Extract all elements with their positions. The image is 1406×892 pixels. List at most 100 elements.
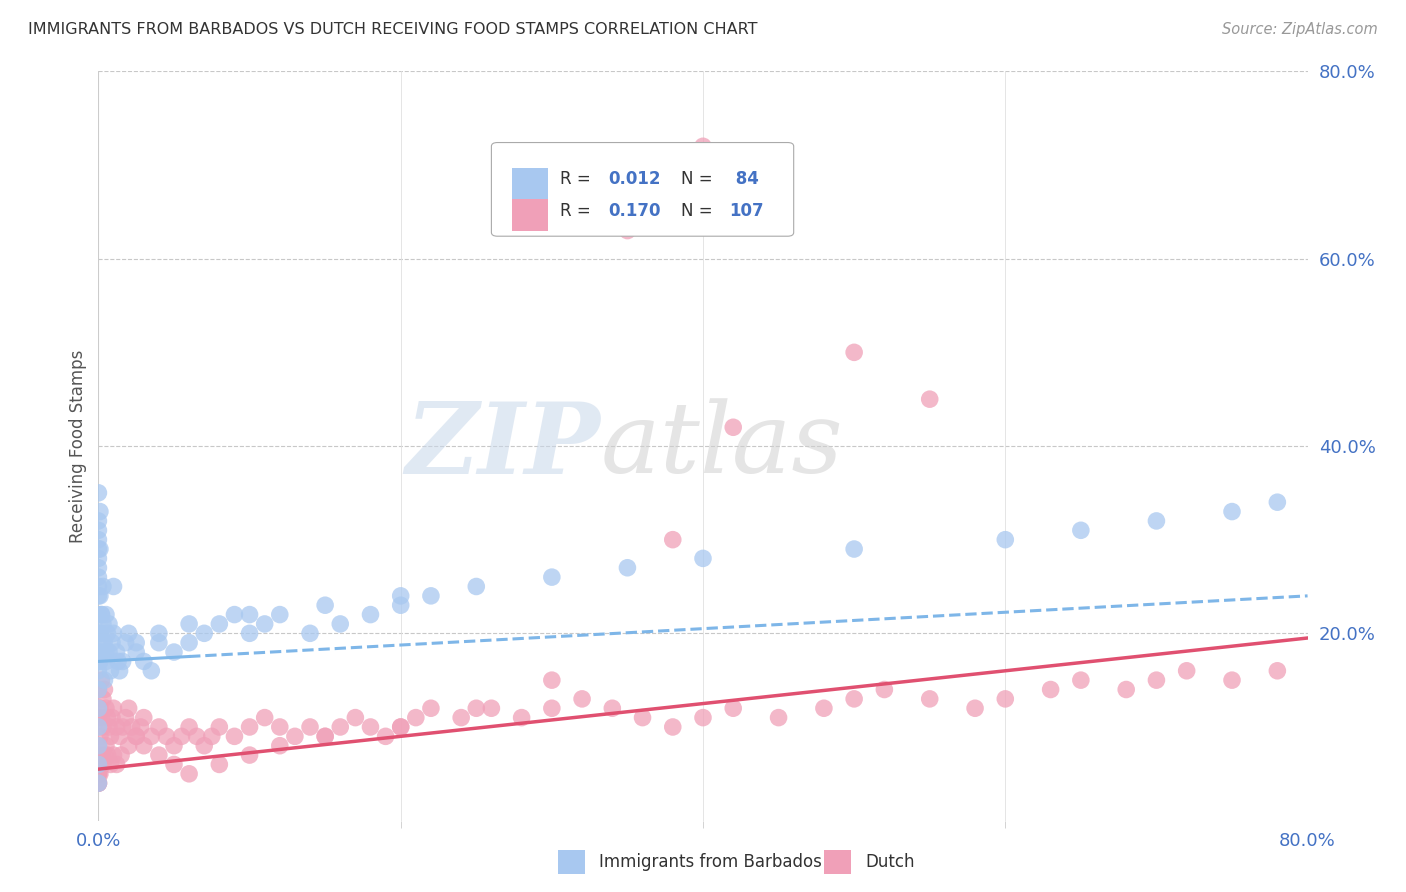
Point bbox=[1115, 682, 1137, 697]
Point bbox=[1070, 524, 1092, 538]
Point bbox=[179, 617, 201, 632]
Point bbox=[918, 392, 941, 407]
Point bbox=[87, 720, 110, 734]
Point bbox=[163, 645, 186, 659]
Point bbox=[631, 710, 654, 724]
Point bbox=[90, 645, 112, 659]
Point bbox=[208, 617, 231, 632]
Point bbox=[405, 710, 427, 724]
Point bbox=[768, 710, 790, 724]
Point bbox=[87, 607, 110, 622]
Text: 0.012: 0.012 bbox=[609, 170, 661, 188]
Point bbox=[360, 607, 382, 622]
Point bbox=[89, 589, 111, 603]
Point bbox=[1144, 514, 1167, 528]
Point bbox=[420, 701, 443, 715]
Point bbox=[389, 589, 412, 603]
Point bbox=[329, 720, 352, 734]
Point bbox=[105, 720, 128, 734]
Point bbox=[87, 776, 110, 790]
Point bbox=[90, 673, 112, 688]
Point bbox=[723, 701, 745, 715]
Point bbox=[91, 635, 114, 649]
Point bbox=[616, 223, 638, 237]
Point bbox=[90, 607, 112, 622]
Point bbox=[132, 710, 155, 724]
Point bbox=[89, 767, 111, 781]
Point bbox=[89, 542, 111, 557]
Point bbox=[141, 730, 163, 744]
Point bbox=[141, 664, 163, 678]
Point bbox=[201, 730, 224, 744]
Point bbox=[692, 710, 714, 724]
Point bbox=[87, 776, 110, 790]
Point bbox=[193, 626, 215, 640]
Point bbox=[873, 682, 896, 697]
Point bbox=[465, 580, 488, 594]
Y-axis label: Receiving Food Stamps: Receiving Food Stamps bbox=[69, 350, 87, 542]
Point bbox=[1267, 664, 1289, 678]
Point bbox=[450, 710, 472, 724]
Point bbox=[129, 720, 152, 734]
Point bbox=[110, 747, 132, 762]
Bar bbox=[824, 850, 851, 874]
Point bbox=[284, 730, 307, 744]
Text: 84: 84 bbox=[730, 170, 758, 188]
Point bbox=[125, 730, 148, 744]
Point bbox=[87, 739, 110, 753]
Point bbox=[118, 701, 141, 715]
Point bbox=[87, 757, 110, 772]
Point bbox=[155, 730, 177, 744]
Point bbox=[148, 626, 170, 640]
Point bbox=[269, 607, 291, 622]
Point bbox=[87, 655, 110, 669]
Point bbox=[602, 701, 624, 715]
Point bbox=[360, 720, 382, 734]
Point bbox=[91, 720, 114, 734]
Point bbox=[389, 720, 412, 734]
Point bbox=[107, 655, 129, 669]
Point bbox=[87, 710, 110, 724]
Point bbox=[239, 626, 262, 640]
Point bbox=[224, 730, 246, 744]
Point bbox=[692, 551, 714, 566]
Point bbox=[87, 776, 110, 790]
Point bbox=[90, 710, 112, 724]
Point bbox=[208, 757, 231, 772]
Point bbox=[94, 655, 117, 669]
Point bbox=[108, 730, 131, 744]
Point bbox=[89, 701, 111, 715]
Point bbox=[121, 720, 143, 734]
Point bbox=[96, 747, 118, 762]
Text: Immigrants from Barbados: Immigrants from Barbados bbox=[599, 853, 823, 871]
Point bbox=[253, 710, 276, 724]
Point bbox=[540, 673, 562, 688]
Point bbox=[269, 739, 291, 753]
Point bbox=[193, 739, 215, 753]
Point bbox=[125, 730, 148, 744]
Point bbox=[94, 645, 117, 659]
Point bbox=[87, 664, 110, 678]
Point bbox=[87, 757, 110, 772]
Point bbox=[299, 626, 322, 640]
Point bbox=[571, 692, 593, 706]
Point bbox=[723, 420, 745, 434]
Point bbox=[125, 635, 148, 649]
Point bbox=[179, 767, 201, 781]
Point bbox=[87, 757, 110, 772]
Point bbox=[111, 720, 134, 734]
Point bbox=[87, 570, 110, 584]
Point bbox=[87, 589, 110, 603]
Point bbox=[844, 692, 866, 706]
Point bbox=[87, 486, 110, 500]
Point bbox=[163, 757, 186, 772]
Point bbox=[89, 655, 111, 669]
Point bbox=[1220, 673, 1243, 688]
Point bbox=[1175, 664, 1198, 678]
Point bbox=[465, 701, 488, 715]
Point bbox=[239, 747, 262, 762]
Point bbox=[179, 635, 201, 649]
Point bbox=[661, 720, 683, 734]
Point bbox=[389, 720, 412, 734]
Point bbox=[118, 626, 141, 640]
